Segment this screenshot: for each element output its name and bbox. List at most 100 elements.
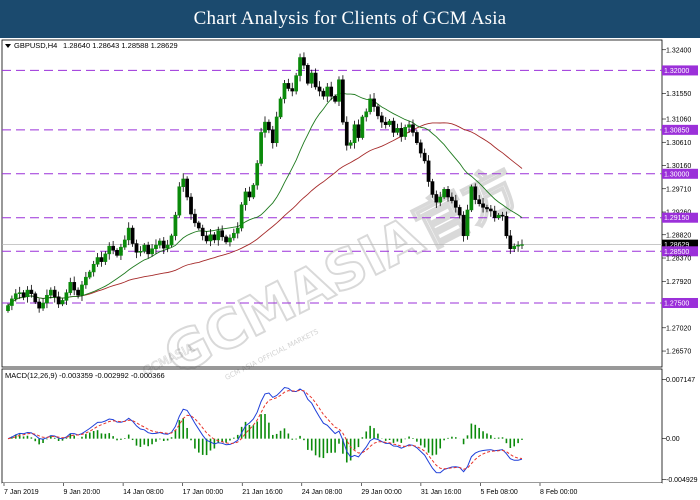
candle-body bbox=[290, 88, 295, 92]
macd-pane-frame bbox=[1, 368, 663, 484]
y-tick-label: 1.32400 bbox=[666, 47, 691, 54]
candle-body bbox=[383, 121, 388, 125]
y-tick-label: 1.31550 bbox=[666, 91, 691, 98]
candle-body bbox=[150, 248, 154, 255]
candle-body bbox=[60, 300, 65, 305]
candle-body bbox=[52, 289, 57, 298]
candle-body bbox=[251, 184, 256, 198]
candle-body bbox=[360, 116, 365, 138]
candle-body bbox=[430, 181, 435, 195]
level-price-label: 1.32000 bbox=[664, 68, 689, 75]
candle-body bbox=[520, 244, 524, 246]
candle-body bbox=[80, 284, 84, 296]
candle-body bbox=[216, 230, 221, 241]
candle-body bbox=[469, 186, 474, 211]
candle-body bbox=[111, 245, 115, 251]
candle-body bbox=[239, 204, 244, 229]
candle-body bbox=[158, 240, 162, 246]
y-tick-label: 1.28820 bbox=[666, 232, 691, 239]
candle-body bbox=[95, 257, 100, 265]
level-price-label: 1.27500 bbox=[664, 300, 689, 307]
candle-body bbox=[473, 186, 478, 200]
candle-body bbox=[376, 106, 380, 117]
candle-body bbox=[228, 237, 232, 243]
y-tick-label: 1.31060 bbox=[666, 117, 691, 124]
candle-body bbox=[122, 239, 127, 248]
candle-body bbox=[305, 65, 310, 84]
candle-body bbox=[107, 245, 112, 255]
candle-body bbox=[333, 96, 337, 102]
candle-body bbox=[422, 152, 427, 162]
candle-body bbox=[368, 98, 372, 113]
level-price-tag bbox=[662, 297, 698, 308]
candle-body bbox=[434, 194, 439, 203]
candle-body bbox=[235, 227, 240, 234]
candle-body bbox=[173, 214, 178, 237]
candle-body bbox=[298, 57, 302, 76]
candle-body bbox=[274, 116, 279, 144]
candle-body bbox=[196, 222, 201, 229]
x-tick-label: 9 Jan 20:00 bbox=[64, 489, 101, 496]
candle-body bbox=[270, 129, 275, 144]
candle-body bbox=[126, 227, 131, 241]
macd-signal-line bbox=[7, 389, 523, 470]
candle-body bbox=[91, 263, 96, 273]
candle-body bbox=[329, 86, 334, 97]
candle-body bbox=[13, 293, 18, 300]
candle-body bbox=[134, 243, 139, 253]
candle-body bbox=[130, 227, 135, 244]
y-tick-label: 1.27020 bbox=[666, 325, 691, 332]
level-price-label: 1.29150 bbox=[664, 215, 689, 222]
level-price-tag bbox=[662, 124, 698, 135]
y-tick-label: 1.30160 bbox=[666, 163, 691, 170]
candle-body bbox=[364, 111, 369, 118]
candle-body bbox=[321, 90, 326, 97]
y-tick-label: 1.29710 bbox=[666, 186, 691, 193]
level-price-tag bbox=[662, 65, 698, 76]
candle-body bbox=[37, 301, 42, 309]
candle-body bbox=[313, 72, 318, 88]
candle-body bbox=[282, 83, 287, 100]
candle-body bbox=[146, 244, 151, 255]
macd-y-tick-label: 0.007147 bbox=[666, 377, 695, 384]
candle-body bbox=[372, 98, 376, 107]
candle-body bbox=[161, 240, 166, 249]
slow-moving-average-line bbox=[7, 122, 523, 306]
candle-body bbox=[204, 235, 209, 242]
candle-body bbox=[488, 208, 493, 212]
candle-body bbox=[29, 289, 34, 294]
candle-body bbox=[154, 244, 158, 249]
candle-body bbox=[259, 132, 263, 164]
candle-body bbox=[119, 246, 123, 256]
candle-body bbox=[115, 250, 119, 256]
candle-body bbox=[212, 234, 217, 241]
candle-body bbox=[294, 75, 299, 92]
level-price-tag bbox=[662, 168, 698, 179]
candle-body bbox=[185, 178, 189, 198]
candle-body bbox=[138, 251, 143, 253]
candle-body bbox=[177, 186, 182, 216]
macd-y-tick-label: 0.00 bbox=[666, 436, 680, 443]
candle-body bbox=[337, 79, 341, 102]
candle-body bbox=[165, 244, 170, 249]
candle-body bbox=[68, 282, 73, 293]
x-tick-label: 7 Jan 2019 bbox=[4, 489, 39, 496]
x-tick-label: 24 Jan 08:00 bbox=[302, 489, 343, 496]
symbol-readout: GBPUSD,H4 1.28640 1.28643 1.28588 1.2862… bbox=[5, 41, 178, 50]
candle-body bbox=[33, 293, 38, 303]
y-tick-label: 1.30610 bbox=[666, 140, 691, 147]
candle-body bbox=[504, 215, 509, 237]
x-tick-label: 31 Jan 16:00 bbox=[421, 489, 462, 496]
candle-body bbox=[317, 86, 322, 92]
level-price-label: 1.28500 bbox=[664, 249, 689, 256]
candle-body bbox=[263, 121, 267, 133]
candle-body bbox=[84, 276, 88, 286]
candle-body bbox=[352, 124, 357, 144]
y-tick-label: 1.26570 bbox=[666, 349, 691, 356]
candle-body bbox=[56, 296, 61, 305]
x-tick-label: 14 Jan 08:00 bbox=[123, 489, 164, 496]
candle-body bbox=[348, 142, 353, 146]
candle-body bbox=[450, 196, 454, 201]
y-tick-label: 1.28370 bbox=[666, 256, 691, 263]
candle-body bbox=[516, 244, 520, 247]
